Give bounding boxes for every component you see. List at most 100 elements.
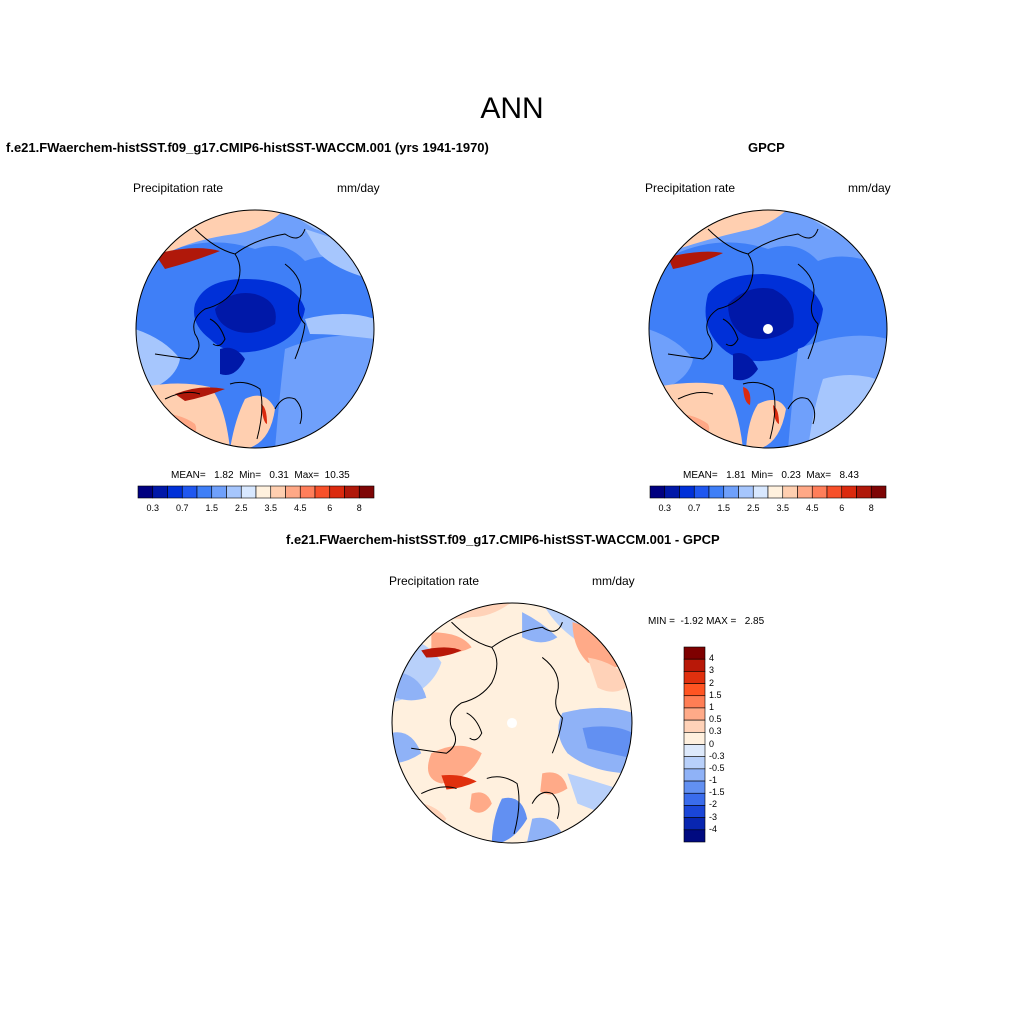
colorbar-swatch: [683, 805, 706, 818]
colorbar-tick-label: -0.5: [709, 762, 725, 773]
panel-model-units: mm/day: [337, 181, 380, 195]
colorbar-tick-label: 0.5: [709, 714, 722, 725]
colorbar-swatch: [211, 485, 227, 499]
colorbar-tick-label: 2: [709, 677, 715, 688]
panel-diff-colorbar-ticks: 4 3 2 1.5 1 0.5 0.3 0 -0.3 -0.5 -1 -1.5 -2 -3 -4: [709, 647, 749, 842]
panel-diff-variable: Precipitation rate: [389, 574, 480, 588]
colorbar-swatch: [683, 671, 706, 684]
colorbar-swatch: [358, 485, 375, 499]
colorbar-tick-label: 2.5: [746, 503, 760, 513]
colorbar-tick-label: 1.5: [205, 503, 219, 513]
panel-obs-variable: Precipitation rate: [645, 181, 736, 195]
panel-model-colorbar: [137, 485, 375, 499]
colorbar-swatch: [811, 485, 828, 499]
colorbar-swatch: [797, 485, 813, 499]
colorbar-tick-label: 0.7: [687, 503, 701, 513]
colorbar-swatch: [137, 485, 154, 499]
colorbar-tick-label: -1.5: [709, 787, 725, 798]
panel-obs-colorbar: [649, 485, 887, 499]
colorbar-swatch: [683, 683, 706, 697]
panel-obs-title: GPCP: [748, 140, 785, 155]
colorbar-swatch: [683, 646, 706, 660]
panel-model-stats: MEAN= 1.82 Min= 0.31 Max= 10.35: [171, 470, 350, 481]
colorbar-tick-label: 1: [709, 701, 715, 712]
colorbar-swatch: [285, 485, 301, 499]
panel-model-variable: Precipitation rate: [133, 181, 224, 195]
colorbar-swatch: [270, 485, 286, 499]
colorbar-swatch: [752, 485, 769, 499]
colorbar-swatch: [683, 744, 706, 757]
colorbar-swatch: [683, 768, 706, 782]
colorbar-tick-label: 0.7: [175, 503, 189, 513]
colorbar-tick-label: 6: [839, 503, 845, 513]
colorbar-swatch: [683, 780, 706, 794]
colorbar-swatch: [683, 756, 706, 770]
colorbar-swatch: [693, 485, 710, 499]
colorbar-swatch: [683, 792, 706, 806]
colorbar-swatch: [683, 658, 706, 672]
panel-diff-colorbar: [683, 646, 706, 843]
colorbar-swatch: [344, 485, 360, 499]
colorbar-swatch: [683, 817, 706, 831]
colorbar-swatch: [152, 485, 168, 499]
colorbar-tick-label: 0.3: [709, 726, 722, 737]
colorbar-swatch: [708, 485, 725, 499]
colorbar-swatch: [167, 485, 183, 499]
colorbar-swatch: [299, 485, 316, 499]
panel-obs-colorbar-ticks: 0.3 0.7 1.5 2.5 3.5 4.5 6 8: [650, 503, 886, 515]
panel-model-map: [135, 209, 375, 449]
colorbar-tick-label: 6: [327, 503, 333, 513]
panel-diff-units: mm/day: [592, 574, 635, 588]
figure-title: ANN: [480, 92, 544, 125]
colorbar-swatch: [683, 719, 706, 733]
panel-obs-map: [648, 209, 888, 449]
colorbar-swatch: [683, 732, 706, 745]
colorbar-swatch: [683, 829, 706, 843]
colorbar-swatch: [767, 485, 784, 499]
colorbar-tick-label: -2: [709, 799, 718, 810]
colorbar-swatch: [738, 485, 754, 499]
colorbar-tick-label: 8: [868, 503, 874, 513]
colorbar-tick-label: 0.3: [146, 503, 160, 513]
colorbar-swatch: [255, 485, 272, 499]
colorbar-tick-label: -4: [709, 823, 718, 834]
colorbar-swatch: [870, 485, 887, 499]
colorbar-swatch: [782, 485, 798, 499]
colorbar-swatch: [841, 485, 857, 499]
colorbar-tick-label: 3.5: [264, 503, 278, 513]
panel-obs-stats: MEAN= 1.81 Min= 0.23 Max= 8.43: [683, 470, 859, 481]
colorbar-tick-label: 2.5: [234, 503, 248, 513]
panel-model-colorbar-ticks: 0.3 0.7 1.5 2.5 3.5 4.5 6 8: [138, 503, 374, 515]
colorbar-swatch: [856, 485, 872, 499]
colorbar-swatch: [826, 485, 843, 499]
colorbar-swatch: [679, 485, 695, 499]
colorbar-swatch: [683, 695, 706, 709]
colorbar-tick-label: 1.5: [717, 503, 731, 513]
colorbar-tick-label: -0.3: [709, 750, 725, 761]
colorbar-tick-label: 0: [709, 738, 715, 749]
colorbar-swatch: [314, 485, 331, 499]
panel-model-title: f.e21.FWaerchem-histSST.f09_g17.CMIP6-hi…: [6, 140, 489, 155]
panel-obs-units: mm/day: [848, 181, 891, 195]
colorbar-swatch: [226, 485, 242, 499]
colorbar-swatch: [240, 485, 257, 499]
panel-diff-map: [391, 602, 633, 844]
colorbar-swatch: [196, 485, 213, 499]
colorbar-swatch: [649, 485, 666, 499]
colorbar-tick-label: 4.5: [293, 503, 307, 513]
colorbar-tick-label: 4.5: [805, 503, 819, 513]
colorbar-tick-label: 0.3: [658, 503, 672, 513]
colorbar-swatch: [181, 485, 198, 499]
colorbar-swatch: [683, 707, 706, 721]
colorbar-swatch: [329, 485, 345, 499]
colorbar-tick-label: 1.5: [709, 689, 722, 700]
colorbar-tick-label: -1: [709, 775, 718, 786]
panel-diff-title: f.e21.FWaerchem-histSST.f09_g17.CMIP6-hi…: [286, 532, 720, 547]
colorbar-tick-label: -3: [709, 811, 718, 822]
colorbar-swatch: [664, 485, 680, 499]
colorbar-tick-label: 3.5: [776, 503, 790, 513]
panel-diff-stats: MIN = -1.92 MAX = 2.85: [648, 616, 765, 627]
colorbar-tick-label: 8: [356, 503, 362, 513]
colorbar-tick-label: 3: [709, 665, 715, 676]
colorbar-tick-label: 4: [709, 653, 715, 664]
